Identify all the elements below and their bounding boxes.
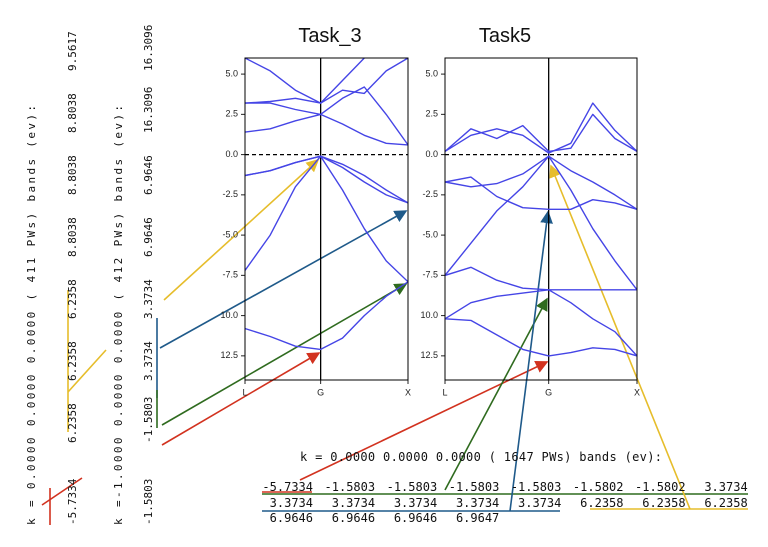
output-value: -1.5802 — [635, 480, 686, 494]
band-line — [445, 176, 637, 210]
band-line — [445, 113, 637, 153]
x-tick-label: G — [545, 387, 552, 397]
output-value: 6.9646 — [332, 511, 375, 525]
y-tick-label: 10.0 — [220, 310, 238, 320]
band-line — [445, 289, 637, 357]
connector — [41, 477, 83, 506]
chart-title: Task_3 — [298, 25, 361, 47]
arrow — [161, 352, 321, 446]
x-tick-label: L — [242, 387, 247, 397]
output-value: -1.5803 — [325, 480, 376, 494]
output-value: 3.3734 — [332, 496, 375, 510]
output-value: 3.3734 — [142, 341, 155, 381]
band-line — [445, 155, 637, 210]
output-value: 6.9646 — [142, 217, 155, 257]
y-tick-label: -5.0 — [422, 229, 438, 239]
y-tick-label: 0.0 — [425, 149, 438, 159]
band-line — [445, 266, 637, 291]
y-tick-label: -2.5 — [422, 189, 438, 199]
band-line — [245, 155, 408, 283]
y-tick-label: -7.5 — [422, 270, 438, 280]
output-value: 6.9646 — [270, 511, 313, 525]
y-tick-label: 0.0 — [225, 149, 238, 159]
arrow — [159, 210, 408, 349]
y-tick-label: 5.0 — [425, 68, 438, 78]
output-value: -1.5803 — [511, 480, 562, 494]
y-tick-label: 12.5 — [420, 350, 438, 360]
output-value: 8.8038 — [66, 155, 79, 195]
output-value: 8.8038 — [66, 93, 79, 133]
band-line — [245, 155, 408, 204]
band-line — [245, 281, 408, 351]
output-value: 6.2358 — [704, 496, 747, 510]
x-tick-label: G — [317, 387, 324, 397]
band-line — [245, 86, 408, 146]
output-value: 3.3734 — [142, 279, 155, 319]
x-tick-label: X — [405, 387, 411, 397]
output-value: -5.7334 — [262, 480, 313, 494]
y-tick-label: -7.5 — [222, 270, 238, 280]
y-tick-label: 2.5 — [425, 109, 438, 119]
output-value: 6.2358 — [66, 403, 79, 443]
arrow — [163, 158, 320, 301]
output-value: -1.5803 — [142, 397, 155, 443]
output-value: -5.7334 — [66, 478, 79, 525]
y-tick-label: 12.5 — [220, 350, 238, 360]
output-value: 3.3734 — [704, 480, 747, 494]
plot-frame — [444, 57, 638, 381]
output-value: -1.5803 — [142, 479, 155, 525]
output-value: 9.5617 — [66, 31, 79, 71]
y-tick-label: 10.0 — [420, 310, 438, 320]
arrow — [444, 297, 548, 491]
band-line — [245, 58, 408, 104]
output-value: 6.2358 — [66, 341, 79, 381]
arrow — [299, 361, 549, 481]
output-value: 6.2358 — [642, 496, 685, 510]
output-value: 16.3096 — [142, 87, 155, 133]
band-line — [445, 102, 637, 154]
output-value: 3.3734 — [518, 496, 561, 510]
output-value: 16.3096 — [142, 25, 155, 71]
output-value: 6.9647 — [456, 511, 499, 525]
arrow — [509, 210, 553, 512]
arrow — [161, 283, 408, 426]
output-value: 6.2358 — [580, 496, 623, 510]
output-header: k =-1.0000 0.0000 0.0000 ( 412 PWs) band… — [112, 105, 125, 525]
output-value: -1.5803 — [449, 480, 500, 494]
plot-frame — [244, 57, 409, 381]
output-header: k = 0.0000 0.0000 0.0000 ( 1647 PWs) ban… — [300, 450, 662, 464]
output-value: 6.9646 — [394, 511, 437, 525]
y-tick-label: -5.0 — [222, 229, 238, 239]
band-line — [245, 113, 408, 146]
band-line — [245, 155, 408, 204]
x-tick-label: L — [442, 387, 447, 397]
output-value: 6.2358 — [66, 279, 79, 319]
output-value: 3.3734 — [456, 496, 499, 510]
output-value: 8.8038 — [66, 217, 79, 257]
band-line — [245, 58, 365, 104]
output-value: 3.3734 — [394, 496, 437, 510]
chart-title: Task5 — [479, 25, 531, 47]
output-header: k = 0.0000 0.0000 0.0000 ( 411 PWs) band… — [25, 105, 38, 525]
band-line — [445, 318, 637, 357]
output-value: 3.3734 — [270, 496, 313, 510]
output-value: -1.5803 — [387, 480, 438, 494]
connector — [67, 349, 107, 393]
y-tick-label: 5.0 — [225, 68, 238, 78]
output-value: 6.9646 — [142, 155, 155, 195]
output-value: -1.5802 — [573, 480, 624, 494]
x-tick-label: X — [634, 387, 640, 397]
y-tick-label: 2.5 — [225, 109, 238, 119]
y-tick-label: -2.5 — [222, 189, 238, 199]
